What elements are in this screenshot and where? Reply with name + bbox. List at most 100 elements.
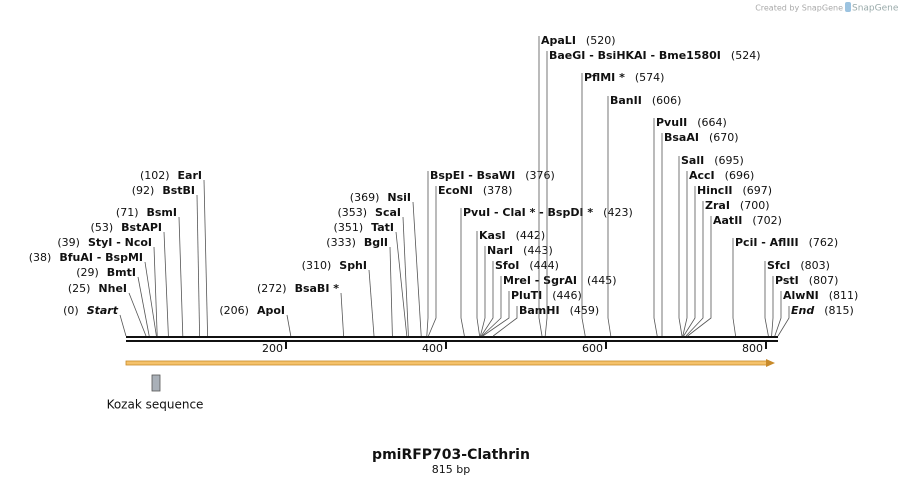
site-position: (442) (516, 229, 546, 242)
site-position: (807) (809, 274, 839, 287)
kozak-box (151, 374, 161, 392)
site-position: (762) (809, 236, 839, 249)
site-name: MreI - SgrAI (503, 274, 577, 287)
site-name: BanII (610, 94, 642, 107)
site-line (203, 179, 208, 337)
site-line (538, 36, 543, 337)
site-line (178, 216, 184, 337)
site-position: (697) (743, 184, 773, 197)
site-position: (443) (523, 244, 553, 257)
site-name: BsaAI (664, 131, 699, 144)
site-position: (310) (302, 259, 332, 272)
site-name: NarI (487, 244, 513, 257)
site-name: PciI - AflIII (735, 236, 799, 249)
credit: Created by SnapGene (755, 4, 843, 13)
scale-label: 600 (582, 342, 603, 355)
site-line (544, 51, 548, 337)
site-line (163, 231, 169, 337)
site-name: BspEI - BsaWI (430, 169, 515, 182)
site-position: (811) (829, 289, 859, 302)
site-line (137, 276, 150, 337)
site-line (607, 96, 612, 337)
logo (845, 2, 851, 12)
site-name: BstAPI (121, 221, 162, 234)
site-position: (369) (350, 191, 380, 204)
site-position: (71) (116, 206, 139, 219)
site-name: PvuII (656, 116, 687, 129)
site-name: ZraI (705, 199, 730, 212)
site-name: ApaLI (541, 34, 576, 47)
site-line (119, 314, 127, 337)
site-position: (102) (140, 169, 170, 182)
site-position: (670) (709, 131, 739, 144)
site-position: (29) (76, 266, 99, 279)
site-line (144, 261, 157, 337)
site-position: (376) (525, 169, 555, 182)
scale-label: 200 (262, 342, 283, 355)
site-line (777, 306, 790, 337)
site-position: (803) (800, 259, 830, 272)
site-position: (423) (603, 206, 633, 219)
site-position: (574) (635, 71, 665, 84)
site-name: End (791, 304, 814, 317)
site-name: TatI (371, 221, 394, 234)
site-name: HincII (697, 184, 733, 197)
site-name: PluTI (511, 289, 542, 302)
map-title: pmiRFP703-Clathrin (372, 447, 530, 463)
site-name: EcoNI (438, 184, 473, 197)
site-position: (53) (91, 221, 114, 234)
site-line (128, 292, 147, 337)
site-line (480, 261, 494, 337)
site-line (678, 156, 683, 337)
site-position: (606) (652, 94, 682, 107)
site-line (196, 194, 200, 337)
site-line (426, 171, 429, 337)
site-position: (696) (725, 169, 755, 182)
site-position: (272) (257, 282, 287, 295)
site-line (460, 208, 465, 337)
scale-label: 400 (422, 342, 443, 355)
site-position: (445) (587, 274, 617, 287)
site-line (402, 216, 409, 337)
site-name: SalI (681, 154, 704, 167)
site-position: (524) (731, 49, 761, 62)
site-line (685, 201, 704, 337)
site-line (687, 216, 712, 337)
site-name: NheI (98, 282, 127, 295)
site-name: PvuI - ClaI * - BspDI * (463, 206, 593, 219)
site-name: AccI (689, 169, 715, 182)
site-name: BsaBI * (295, 282, 340, 295)
site-line (764, 261, 769, 337)
scale-label: 800 (742, 342, 763, 355)
site-position: (444) (529, 259, 559, 272)
site-line (389, 246, 393, 337)
site-line (476, 231, 480, 337)
site-name: ScaI (375, 206, 401, 219)
site-line (771, 276, 774, 337)
site-position: (378) (483, 184, 513, 197)
site-name: SfoI (495, 259, 519, 272)
site-name: KasI (479, 229, 506, 242)
site-position: (333) (326, 236, 356, 249)
site-line (653, 118, 658, 337)
site-position: (664) (697, 116, 727, 129)
site-position: (0) (63, 304, 79, 317)
site-position: (520) (586, 34, 616, 47)
site-position: (446) (552, 289, 582, 302)
orf-arrow (125, 360, 769, 366)
site-name: BmtI (107, 266, 136, 279)
site-name: BglI (364, 236, 388, 249)
site-line (286, 314, 292, 337)
site-position: (39) (57, 236, 80, 249)
site-position: (38) (29, 251, 52, 264)
site-name: PstI (775, 274, 799, 287)
map-length: 815 bp (432, 463, 470, 476)
site-name: SfcI (767, 259, 790, 272)
site-line (412, 201, 422, 337)
site-position: (353) (337, 206, 367, 219)
site-name: BfuAI - BspMI (59, 251, 143, 264)
site-name: BaeGI - BsiHKAI - Bme1580I (549, 49, 721, 62)
site-name: BstBI (162, 184, 195, 197)
